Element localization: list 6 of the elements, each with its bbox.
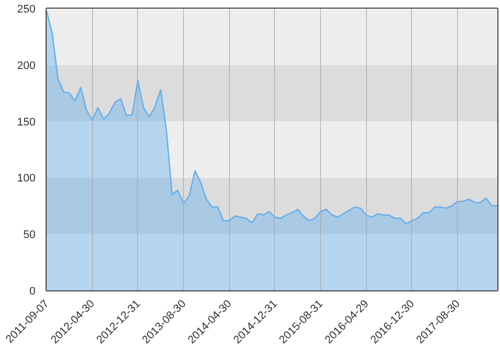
y-tick-label: 0 xyxy=(29,286,36,298)
y-tick-label: 50 xyxy=(23,229,36,242)
y-tick-label: 100 xyxy=(17,172,36,185)
y-tick-label: 150 xyxy=(17,116,36,128)
y-tick-label: 200 xyxy=(17,60,36,72)
y-tick-label: 250 xyxy=(17,4,36,16)
